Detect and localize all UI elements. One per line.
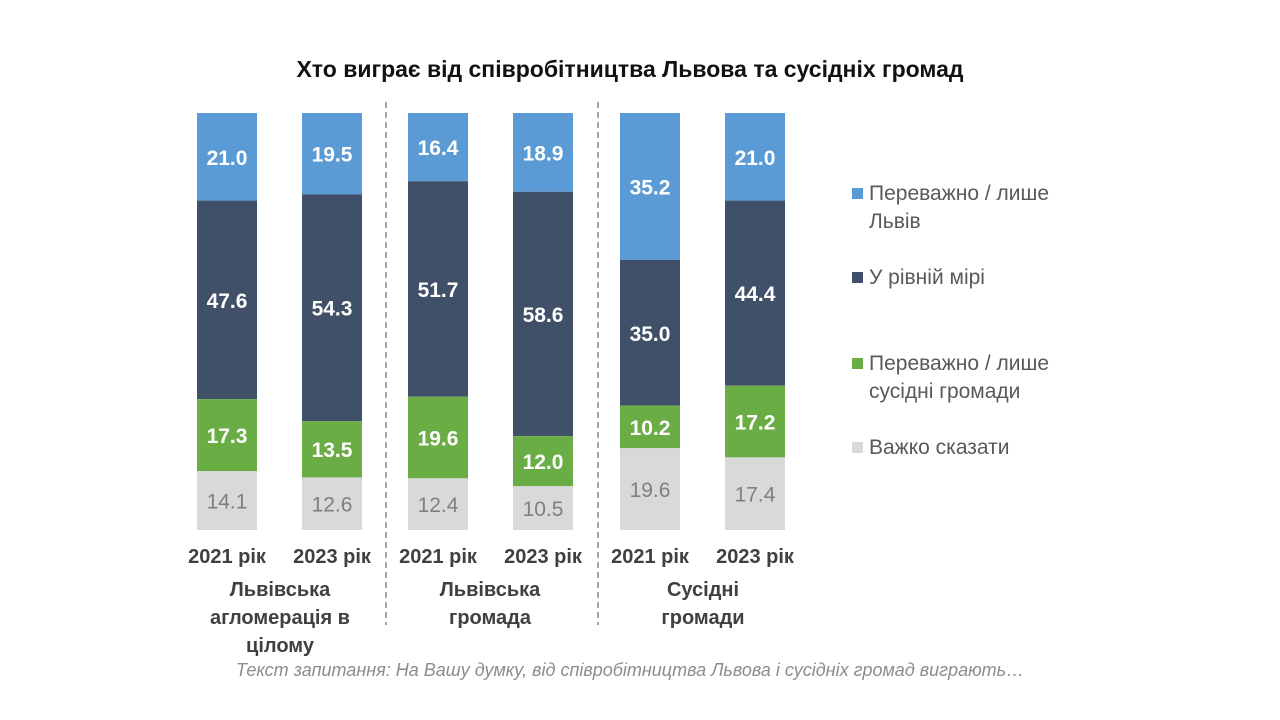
data-label: 21.0 xyxy=(207,147,248,170)
bar-segment xyxy=(620,113,680,260)
bar-segment xyxy=(408,478,468,530)
group-label: громада xyxy=(449,607,532,629)
x-tick-label: 2021 рік xyxy=(188,546,267,568)
bar-segment xyxy=(197,113,257,201)
bar-segment xyxy=(302,421,362,478)
legend-swatch xyxy=(852,272,863,283)
bar-segment xyxy=(513,113,573,192)
data-label: 47.6 xyxy=(207,290,248,313)
data-label: 16.4 xyxy=(418,137,459,160)
bar-segment xyxy=(620,259,680,406)
bar-segment xyxy=(513,486,573,530)
group-label: Сусідні xyxy=(667,579,739,601)
legend-item: Переважно / лише сусідні громади xyxy=(852,350,1099,406)
x-tick-label: 2023 рік xyxy=(293,546,372,568)
group-label: Львівська xyxy=(230,579,331,601)
bar-segment xyxy=(302,194,362,422)
data-label: 44.4 xyxy=(735,283,776,306)
data-label: 19.5 xyxy=(312,144,353,167)
bar-segment xyxy=(408,113,468,182)
chart-title: Хто виграє від співробітництва Львова та… xyxy=(296,56,964,82)
bar-segment xyxy=(408,396,468,479)
legend-swatch xyxy=(852,188,863,199)
data-label: 10.2 xyxy=(630,417,671,440)
data-label: 17.4 xyxy=(735,484,776,507)
legend-item: Важко сказати xyxy=(852,434,1099,462)
group-label: Львівська xyxy=(440,579,541,601)
data-label: 17.3 xyxy=(207,425,248,448)
legend-swatch xyxy=(852,442,863,453)
legend-label: У рівній мірі xyxy=(869,266,985,289)
bar-segment xyxy=(513,191,573,437)
group-label: агломерація в xyxy=(210,607,350,629)
group-label: громади xyxy=(661,607,744,629)
legend-item: Переважно / лише Львів xyxy=(852,180,1099,236)
data-label: 54.3 xyxy=(312,298,353,321)
legend-label: Важко сказати xyxy=(869,436,1010,459)
x-tick-label: 2021 рік xyxy=(611,546,690,568)
data-label: 12.0 xyxy=(523,451,564,474)
x-tick-label: 2023 рік xyxy=(716,546,795,568)
data-label: 35.2 xyxy=(630,176,671,199)
legend-swatch xyxy=(852,358,863,369)
bar-segment xyxy=(725,457,785,530)
bar-segment xyxy=(197,471,257,530)
data-label: 18.9 xyxy=(523,142,564,165)
x-tick-label: 2023 рік xyxy=(504,546,583,568)
data-label: 14.1 xyxy=(207,491,248,514)
data-label: 21.0 xyxy=(735,147,776,170)
bar-segment xyxy=(620,448,680,530)
data-label: 17.2 xyxy=(735,412,776,435)
data-label: 19.6 xyxy=(630,479,671,502)
bar-segment xyxy=(302,477,362,530)
legend-label: Переважно / лише Львів xyxy=(869,182,1050,233)
x-tick-label: 2021 рік xyxy=(399,546,478,568)
bar-segment xyxy=(725,200,785,386)
footnote: Текст запитання: На Вашу думку, від спів… xyxy=(235,660,1025,680)
data-label: 19.6 xyxy=(418,428,459,451)
bar-segment xyxy=(725,385,785,458)
data-label: 58.6 xyxy=(523,304,564,327)
data-label: 12.6 xyxy=(312,494,353,517)
bar-segment xyxy=(513,436,573,487)
group-label: цілому xyxy=(246,635,315,657)
bar-segment xyxy=(620,405,680,449)
bar-segment xyxy=(197,200,257,400)
data-label: 12.4 xyxy=(418,494,459,517)
data-label: 13.5 xyxy=(312,439,353,462)
bar-segment xyxy=(408,181,468,397)
bar-segment xyxy=(725,113,785,201)
data-label: 35.0 xyxy=(630,323,671,346)
legend-label: Переважно / лише сусідні громади xyxy=(869,352,1050,403)
legend-item: У рівній мірі xyxy=(852,264,1099,292)
data-label: 51.7 xyxy=(418,279,459,302)
bar-segment xyxy=(197,399,257,472)
bar-segment xyxy=(302,113,362,195)
data-label: 10.5 xyxy=(523,498,564,521)
